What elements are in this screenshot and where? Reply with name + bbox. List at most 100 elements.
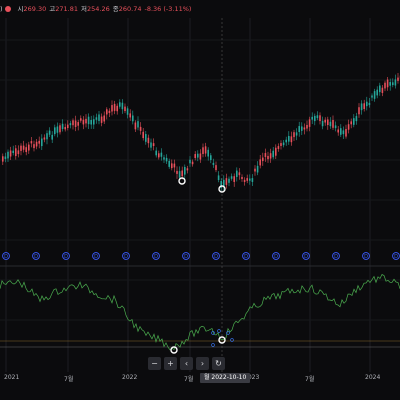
dividend-marker-label: D	[244, 254, 248, 260]
candle-body	[158, 153, 160, 158]
candle-body	[106, 109, 108, 115]
zoom-in-button[interactable]: +	[164, 357, 177, 370]
time-axis[interactable]: 2021 7월 2022 7월 2023 7월 2024	[0, 372, 400, 386]
candle-body	[358, 107, 360, 115]
candle-body	[236, 170, 238, 177]
candle-body	[134, 122, 137, 130]
dividend-marker-icon	[362, 252, 370, 260]
candle-body	[33, 144, 35, 149]
open-label: 시	[17, 5, 24, 13]
candle-body	[186, 168, 189, 171]
high-label: 고	[49, 5, 56, 13]
candle-body	[56, 126, 59, 133]
chart-navigation: − + ‹ › ↻	[148, 357, 225, 370]
candle-body	[230, 176, 233, 179]
candle-body	[103, 115, 105, 122]
candle-body	[267, 155, 269, 160]
candle-body	[113, 103, 116, 111]
candle-body	[288, 135, 290, 142]
candle-body	[54, 127, 56, 135]
ohlc-header: ) 시269.30 고271.81 저254.26 종260.74 -8.36 (-3.1…	[0, 0, 400, 18]
selection-handle-icon	[211, 331, 215, 335]
candle-body	[51, 134, 53, 140]
candle-body	[30, 141, 33, 144]
selection-handle-icon	[211, 343, 215, 347]
candle-body	[314, 115, 316, 122]
dividend-marker-icon	[242, 252, 250, 260]
candle-body	[147, 137, 150, 144]
scroll-right-button[interactable]: ›	[196, 357, 209, 370]
candle-body	[345, 128, 347, 137]
candle-body	[93, 119, 95, 125]
candle-body	[142, 131, 144, 139]
dividend-marker-icon	[2, 252, 10, 260]
selection-handle-icon	[230, 338, 234, 342]
candle-body	[379, 85, 381, 93]
candle-body	[301, 126, 303, 131]
candle-body	[366, 101, 368, 107]
candle-body	[332, 119, 334, 128]
candle-body	[48, 130, 51, 135]
candle-body	[212, 162, 215, 165]
dividend-marker-label: D	[394, 254, 398, 260]
dividend-marker-icon	[32, 252, 40, 260]
dividend-marker-icon	[62, 252, 70, 260]
dividend-marker-icon	[212, 252, 220, 260]
candle-body	[116, 105, 118, 112]
status-dot-icon	[4, 6, 11, 12]
time-axis-label: 2021	[4, 374, 20, 381]
circle-marker-icon	[170, 346, 178, 354]
candle-body	[176, 170, 178, 174]
candle-body	[15, 148, 17, 157]
candle-body	[189, 159, 191, 164]
candle-body	[150, 142, 152, 148]
candle-body	[2, 156, 4, 162]
candle-body	[381, 87, 384, 93]
candle-body	[355, 116, 358, 122]
candle-body	[223, 179, 225, 188]
candle-body	[397, 77, 399, 81]
candle-body	[28, 144, 30, 151]
candle-body	[108, 110, 111, 113]
candle-body	[334, 125, 337, 129]
candle-body	[259, 159, 261, 166]
candle-body	[4, 156, 7, 159]
candle-body	[46, 133, 48, 140]
close-label: 종	[112, 5, 119, 13]
candle-body	[191, 161, 194, 165]
dividend-marker-icon	[92, 252, 100, 260]
dividend-marker-label: D	[304, 254, 308, 260]
candle-body	[98, 114, 100, 121]
candle-body	[243, 179, 246, 182]
candle-body	[290, 136, 293, 143]
candle-body	[171, 163, 173, 169]
candle-body	[155, 150, 157, 156]
candle-body	[280, 143, 282, 146]
candle-body	[152, 143, 155, 147]
circle-marker-icon	[218, 185, 226, 193]
candle-body	[384, 82, 386, 89]
reset-chart-button[interactable]: ↻	[212, 357, 225, 370]
selection-handle-icon	[217, 329, 221, 333]
candle-body	[204, 146, 207, 154]
dividend-marker-label: D	[364, 254, 368, 260]
candle-body	[246, 178, 248, 181]
candle-body	[145, 134, 147, 142]
candle-body	[225, 178, 228, 185]
change-value: -8.36 (-3.11%)	[144, 5, 192, 13]
scroll-left-button[interactable]: ‹	[180, 357, 193, 370]
open-value: 269.30	[23, 5, 47, 13]
candle-body	[41, 138, 43, 147]
candle-body	[275, 147, 277, 156]
zoom-out-button[interactable]: −	[148, 357, 161, 370]
candle-body	[95, 117, 98, 120]
time-axis-label: 7월	[64, 376, 74, 383]
time-axis-label: 2024	[365, 374, 381, 381]
candle-body	[241, 176, 243, 180]
candle-body	[308, 119, 311, 127]
candle-body	[194, 154, 196, 159]
candle-body	[347, 124, 350, 130]
dividend-marker-label: D	[154, 254, 158, 260]
candle-body	[238, 172, 241, 176]
